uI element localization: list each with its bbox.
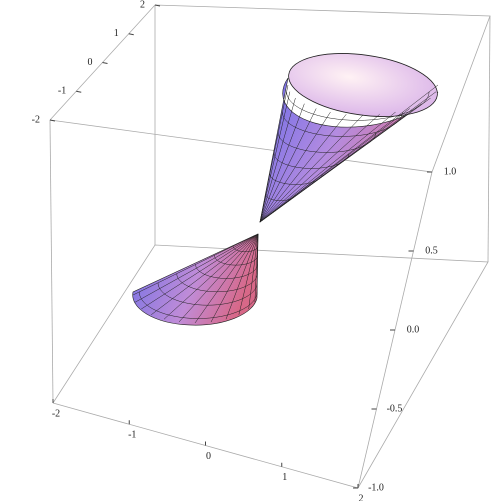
x-tick-label: -1 (128, 430, 136, 441)
tick-mark (102, 62, 108, 64)
mesh-ring (265, 194, 296, 201)
x-tick-label: 2 (359, 493, 364, 501)
mesh-ring (195, 264, 258, 279)
tick-mark (128, 33, 134, 36)
z-tick-label: 1.0 (444, 166, 457, 177)
y-tick-label: -2 (32, 114, 40, 125)
z-tick-label: 0.0 (407, 324, 420, 335)
x-tick-label: -2 (52, 408, 60, 419)
mesh-ring (232, 246, 259, 253)
mesh-ring (157, 282, 258, 306)
surface (132, 53, 439, 326)
tick-mark (76, 90, 82, 93)
x-tick-label: 0 (206, 451, 211, 462)
tick-mark (154, 4, 161, 7)
mesh-ring (176, 273, 258, 293)
z-tick-label: -0.5 (387, 403, 403, 414)
z-tick-label: 0.5 (425, 245, 438, 256)
y-tick-label: 0 (88, 57, 93, 68)
tick-mark (49, 119, 56, 122)
mesh-ring (214, 255, 258, 266)
mesh-ring (139, 291, 258, 319)
mesh-ring (277, 132, 376, 153)
y-tick-label: 2 (140, 0, 145, 10)
y-tick-label: -1 (58, 86, 66, 97)
mesh-ring (269, 174, 323, 185)
y-tick-label: 1 (114, 28, 119, 39)
mesh-ring (282, 112, 403, 137)
z-tick-label: -1.0 (368, 482, 384, 493)
mesh-ring (273, 153, 350, 169)
mesh-ring (286, 91, 430, 121)
x-tick-label: 1 (282, 472, 287, 483)
